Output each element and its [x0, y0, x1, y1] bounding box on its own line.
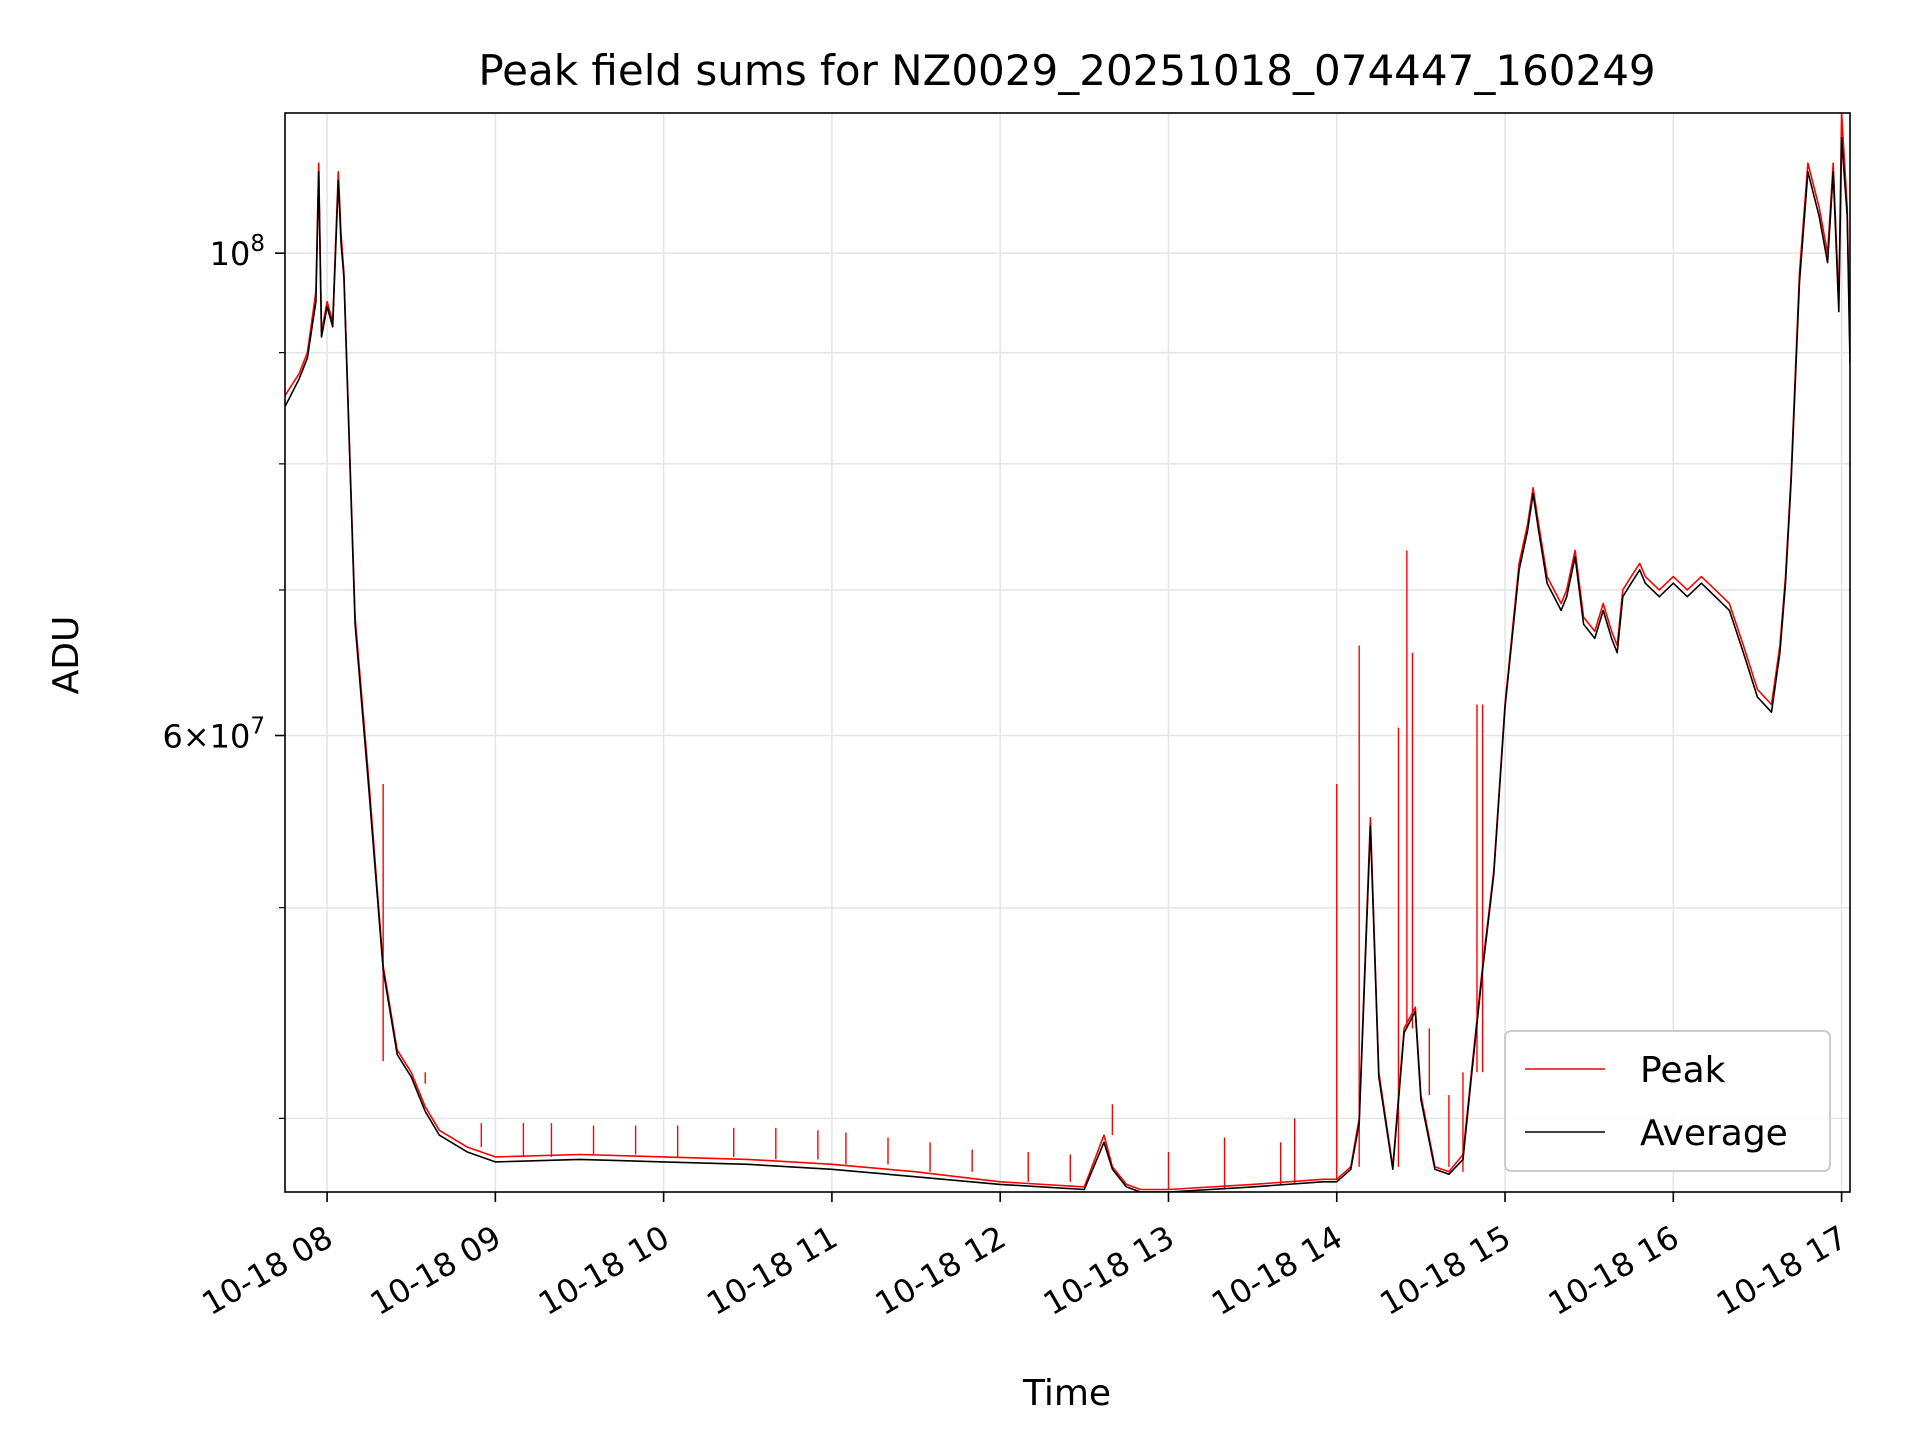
x-axis-label: Time: [1022, 1373, 1111, 1414]
legend-box: [1504, 1030, 1831, 1172]
plot-frame: [284, 112, 1851, 1193]
grid-layer: [285, 113, 1850, 1192]
series-line-peak: [285, 113, 1850, 1191]
y-tick-label: 6×107: [162, 714, 265, 756]
chart-title: Peak field sums for NZ0029_20251018_0744…: [478, 46, 1655, 95]
legend-label-peak: Peak: [1640, 1050, 1726, 1091]
series-line-average: [285, 136, 1850, 1192]
y-tick-label: 108: [210, 231, 265, 273]
y-axis-label: ADU: [46, 616, 87, 695]
legend-label-average: Average: [1640, 1113, 1788, 1154]
series-layer: [285, 113, 1850, 1192]
legend: Peak Average: [1504, 1030, 1831, 1172]
